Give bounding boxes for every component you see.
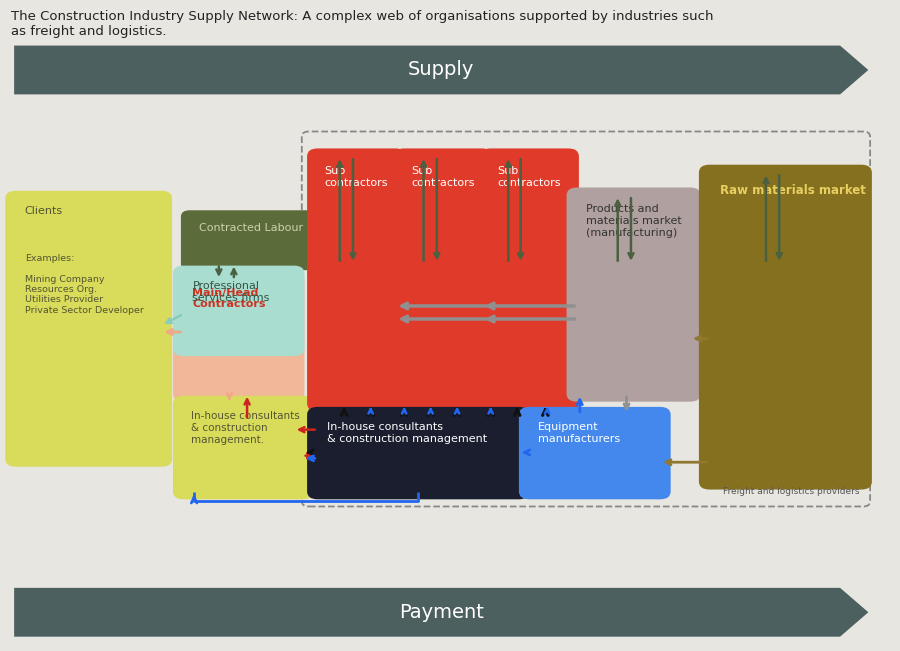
FancyBboxPatch shape — [566, 187, 701, 402]
Text: Products and
materials market
(manufacturing): Products and materials market (manufactu… — [586, 204, 681, 238]
FancyBboxPatch shape — [181, 210, 871, 270]
Text: In-house consultants
& construction management: In-house consultants & construction mana… — [327, 422, 487, 444]
Text: Sub
contractors: Sub contractors — [498, 166, 562, 187]
Text: Equipment
manufacturers: Equipment manufacturers — [538, 422, 620, 444]
Text: Payment: Payment — [399, 603, 483, 622]
FancyBboxPatch shape — [699, 165, 872, 490]
Text: Raw materials market: Raw materials market — [720, 184, 866, 197]
FancyBboxPatch shape — [393, 148, 492, 411]
FancyBboxPatch shape — [173, 266, 304, 356]
Text: Sub
contractors: Sub contractors — [411, 166, 474, 187]
Polygon shape — [14, 588, 868, 637]
Text: The Construction Industry Supply Network: A complex web of organisations support: The Construction Industry Supply Network… — [11, 10, 713, 38]
FancyBboxPatch shape — [307, 407, 529, 499]
Text: Sub
contractors: Sub contractors — [325, 166, 388, 187]
Text: Main/Head
Contractors: Main/Head Contractors — [193, 288, 266, 309]
Text: Examples:

Mining Company
Resources Org.
Utilities Provider
Private Sector Devel: Examples: Mining Company Resources Org. … — [24, 254, 144, 315]
Text: Supply: Supply — [408, 61, 474, 79]
Polygon shape — [14, 46, 868, 94]
FancyBboxPatch shape — [173, 272, 304, 402]
FancyBboxPatch shape — [173, 396, 313, 499]
Text: Professional
services firms: Professional services firms — [193, 281, 270, 303]
FancyBboxPatch shape — [519, 407, 670, 499]
Text: Freight and logistics providers: Freight and logistics providers — [723, 487, 860, 496]
FancyBboxPatch shape — [5, 191, 172, 467]
Text: In-house consultants
& construction
management.: In-house consultants & construction mana… — [191, 411, 300, 445]
FancyBboxPatch shape — [307, 148, 406, 411]
FancyBboxPatch shape — [480, 148, 579, 411]
Text: Clients: Clients — [24, 206, 63, 216]
Text: Contracted Labour: Contracted Labour — [199, 223, 302, 233]
